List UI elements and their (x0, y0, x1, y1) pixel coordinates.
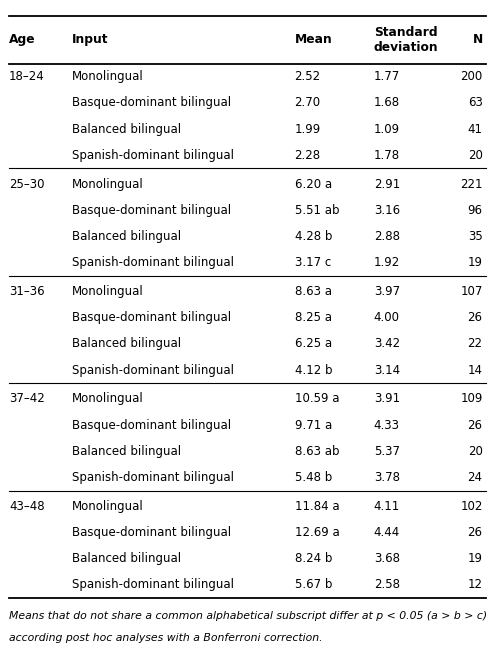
Text: 43–48: 43–48 (9, 500, 45, 513)
Text: 2.88: 2.88 (374, 230, 400, 243)
Text: 102: 102 (460, 500, 483, 513)
Text: 24: 24 (468, 471, 483, 484)
Text: 10.59 a: 10.59 a (295, 392, 339, 405)
Text: 4.11: 4.11 (374, 500, 400, 513)
Text: 4.44: 4.44 (374, 526, 400, 539)
Text: 5.48 b: 5.48 b (295, 471, 332, 484)
Text: Monolingual: Monolingual (72, 70, 144, 83)
Text: 5.67 b: 5.67 b (295, 578, 332, 591)
Text: 12: 12 (468, 578, 483, 591)
Text: Balanced bilingual: Balanced bilingual (72, 337, 181, 350)
Text: Monolingual: Monolingual (72, 285, 144, 298)
Text: 26: 26 (468, 419, 483, 432)
Text: 3.14: 3.14 (374, 364, 400, 377)
Text: 2.52: 2.52 (295, 70, 321, 83)
Text: 19: 19 (468, 552, 483, 565)
Text: Means that do not share a common alphabetical subscript differ at p < 0.05 (a > : Means that do not share a common alphabe… (9, 611, 487, 621)
Text: Monolingual: Monolingual (72, 392, 144, 405)
Text: 3.17 c: 3.17 c (295, 256, 331, 269)
Text: 12.69 a: 12.69 a (295, 526, 339, 539)
Text: 8.25 a: 8.25 a (295, 311, 332, 324)
Text: Input: Input (72, 33, 108, 47)
Text: 41: 41 (468, 122, 483, 136)
Text: 6.25 a: 6.25 a (295, 337, 332, 350)
Text: 96: 96 (468, 204, 483, 217)
Text: 31–36: 31–36 (9, 285, 45, 298)
Text: 9.71 a: 9.71 a (295, 419, 332, 432)
Text: 6.20 a: 6.20 a (295, 178, 332, 191)
Text: 22: 22 (468, 337, 483, 350)
Text: 11.84 a: 11.84 a (295, 500, 339, 513)
Text: Mean: Mean (295, 33, 332, 47)
Text: Spanish-dominant bilingual: Spanish-dominant bilingual (72, 149, 234, 162)
Text: 4.33: 4.33 (374, 419, 400, 432)
Text: 4.12 b: 4.12 b (295, 364, 332, 377)
Text: Spanish-dominant bilingual: Spanish-dominant bilingual (72, 256, 234, 269)
Text: 221: 221 (460, 178, 483, 191)
Text: 3.91: 3.91 (374, 392, 400, 405)
Text: 26: 26 (468, 311, 483, 324)
Text: 3.78: 3.78 (374, 471, 400, 484)
Text: 3.68: 3.68 (374, 552, 400, 565)
Text: Balanced bilingual: Balanced bilingual (72, 552, 181, 565)
Text: 4.28 b: 4.28 b (295, 230, 332, 243)
Text: 2.58: 2.58 (374, 578, 400, 591)
Text: Basque-dominant bilingual: Basque-dominant bilingual (72, 419, 231, 432)
Text: 107: 107 (460, 285, 483, 298)
Text: 1.09: 1.09 (374, 122, 400, 136)
Text: 19: 19 (468, 256, 483, 269)
Text: 14: 14 (468, 364, 483, 377)
Text: 200: 200 (460, 70, 483, 83)
Text: 8.63 a: 8.63 a (295, 285, 332, 298)
Text: Monolingual: Monolingual (72, 178, 144, 191)
Text: 3.97: 3.97 (374, 285, 400, 298)
Text: Monolingual: Monolingual (72, 500, 144, 513)
Text: Spanish-dominant bilingual: Spanish-dominant bilingual (72, 364, 234, 377)
Text: 5.51 ab: 5.51 ab (295, 204, 339, 217)
Text: Balanced bilingual: Balanced bilingual (72, 122, 181, 136)
Text: Spanish-dominant bilingual: Spanish-dominant bilingual (72, 578, 234, 591)
Text: Basque-dominant bilingual: Basque-dominant bilingual (72, 526, 231, 539)
Text: Standard
deviation: Standard deviation (374, 26, 439, 54)
Text: 4.00: 4.00 (374, 311, 400, 324)
Text: Balanced bilingual: Balanced bilingual (72, 445, 181, 458)
Text: 20: 20 (468, 445, 483, 458)
Text: according post hoc analyses with a Bonferroni correction.: according post hoc analyses with a Bonfe… (9, 633, 323, 643)
Text: 25–30: 25–30 (9, 178, 45, 191)
Text: Basque-dominant bilingual: Basque-dominant bilingual (72, 204, 231, 217)
Text: Age: Age (9, 33, 36, 47)
Text: 35: 35 (468, 230, 483, 243)
Text: 8.63 ab: 8.63 ab (295, 445, 339, 458)
Text: 63: 63 (468, 96, 483, 109)
Text: Balanced bilingual: Balanced bilingual (72, 230, 181, 243)
Text: 2.28: 2.28 (295, 149, 321, 162)
Text: 1.77: 1.77 (374, 70, 400, 83)
Text: Basque-dominant bilingual: Basque-dominant bilingual (72, 311, 231, 324)
Text: Basque-dominant bilingual: Basque-dominant bilingual (72, 96, 231, 109)
Text: 109: 109 (460, 392, 483, 405)
Text: N: N (472, 33, 483, 47)
Text: 1.92: 1.92 (374, 256, 400, 269)
Text: Spanish-dominant bilingual: Spanish-dominant bilingual (72, 471, 234, 484)
Text: 8.24 b: 8.24 b (295, 552, 332, 565)
Text: 26: 26 (468, 526, 483, 539)
Text: 1.68: 1.68 (374, 96, 400, 109)
Text: 5.37: 5.37 (374, 445, 400, 458)
Text: 2.91: 2.91 (374, 178, 400, 191)
Text: 2.70: 2.70 (295, 96, 321, 109)
Text: 3.16: 3.16 (374, 204, 400, 217)
Text: 37–42: 37–42 (9, 392, 45, 405)
Text: 20: 20 (468, 149, 483, 162)
Text: 1.99: 1.99 (295, 122, 321, 136)
Text: 1.78: 1.78 (374, 149, 400, 162)
Text: 3.42: 3.42 (374, 337, 400, 350)
Text: 18–24: 18–24 (9, 70, 45, 83)
